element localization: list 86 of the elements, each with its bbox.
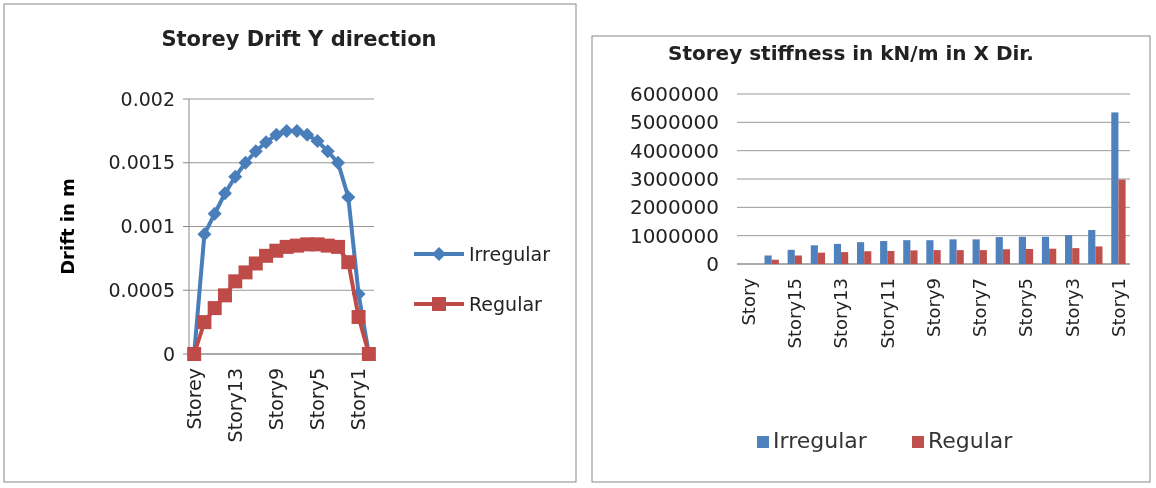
point <box>269 127 284 142</box>
point <box>217 288 232 303</box>
point <box>341 255 356 270</box>
bar <box>972 239 980 264</box>
point <box>341 190 356 205</box>
y-tick-label: 0.001 <box>120 215 175 238</box>
point <box>259 135 274 150</box>
chart-title: Storey stiffness in kN/m in X Dir. <box>668 41 1034 65</box>
bar <box>1049 248 1057 264</box>
legend-label: Irregular <box>773 428 868 453</box>
bar <box>833 243 842 264</box>
point <box>238 155 253 170</box>
x-tick-label: Story11 <box>876 278 898 349</box>
x-tick-label: Story13 <box>223 368 246 443</box>
point <box>331 239 346 254</box>
y-tick-label: 0.002 <box>120 87 175 110</box>
point <box>197 315 212 330</box>
legend-label: Regular <box>469 293 543 315</box>
point <box>248 144 263 159</box>
x-tick-label: Story1 <box>347 368 370 431</box>
point <box>207 301 222 316</box>
point <box>228 169 243 184</box>
bar <box>1002 249 1011 264</box>
y-tick-label: 0 <box>706 252 719 276</box>
bar <box>926 240 934 264</box>
x-tick-label: Story15 <box>784 278 806 349</box>
bar <box>1072 248 1080 264</box>
bar <box>1088 230 1096 264</box>
x-tick-label: Story7 <box>969 278 991 338</box>
bar <box>880 241 888 264</box>
bar <box>1111 112 1119 264</box>
y-tick-label: 0.0015 <box>108 151 175 174</box>
y-tick-label: 0 <box>162 342 175 365</box>
bar <box>933 250 941 264</box>
y-tick-label: 0.0005 <box>108 278 175 301</box>
bar <box>764 255 772 264</box>
x-tick-label: Story5 <box>1015 278 1037 338</box>
bar <box>949 239 957 264</box>
bar <box>771 259 779 264</box>
point <box>207 206 222 221</box>
point <box>217 186 232 201</box>
x-tick-label: Story9 <box>922 278 944 338</box>
point <box>228 274 243 289</box>
point <box>351 310 366 325</box>
bar <box>810 245 818 264</box>
point <box>300 127 315 142</box>
bar <box>787 249 795 264</box>
bar <box>979 250 987 264</box>
bar <box>817 252 826 264</box>
y-tick-label: 5000000 <box>629 110 719 135</box>
bar <box>864 251 872 264</box>
x-tick-label: Story <box>737 277 759 326</box>
y-tick-label: 3000000 <box>629 167 719 191</box>
x-tick-label: Story9 <box>265 368 288 431</box>
bar <box>995 237 1003 264</box>
point <box>197 227 212 242</box>
point <box>279 123 294 138</box>
bar <box>841 252 849 264</box>
y-tick-label: 2000000 <box>629 195 719 220</box>
y-axis-title: Drift in m <box>57 178 78 275</box>
x-tick-label: Story3 <box>1061 278 1083 338</box>
x-tick-label: Story5 <box>306 368 329 431</box>
y-tick-label: 4000000 <box>629 138 719 163</box>
x-tick-label: Storey <box>182 368 205 430</box>
x-tick-label: Story1 <box>1107 278 1129 338</box>
bar <box>856 242 865 264</box>
bar <box>1118 179 1126 264</box>
bar <box>1025 248 1034 264</box>
point <box>320 144 335 159</box>
y-tick-label: 1000000 <box>629 223 719 248</box>
x-tick-label: Story13 <box>830 278 852 349</box>
bar <box>1095 246 1103 264</box>
bar <box>903 240 911 264</box>
bar <box>1041 236 1050 264</box>
point <box>310 134 325 149</box>
bar <box>1065 235 1073 264</box>
point <box>331 155 346 170</box>
y-tick-label: 6000000 <box>629 82 719 106</box>
bar <box>794 255 802 264</box>
bar <box>910 250 918 264</box>
bar <box>956 250 964 264</box>
legend-label: Regular <box>928 428 1014 453</box>
bar <box>1018 236 1026 264</box>
chart-title: Storey Drift Y direction <box>161 27 437 51</box>
bar <box>887 250 895 264</box>
legend-label: Irregular <box>469 243 551 265</box>
